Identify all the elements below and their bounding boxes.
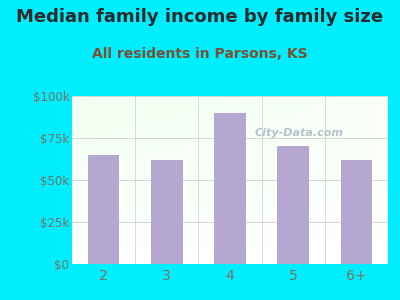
Bar xyxy=(88,155,120,264)
Bar xyxy=(214,113,246,264)
Text: City-Data.com: City-Data.com xyxy=(255,128,344,138)
Bar xyxy=(151,160,182,264)
Text: Median family income by family size: Median family income by family size xyxy=(16,8,384,26)
Text: All residents in Parsons, KS: All residents in Parsons, KS xyxy=(92,46,308,61)
Bar xyxy=(278,146,309,264)
Bar xyxy=(341,160,372,264)
